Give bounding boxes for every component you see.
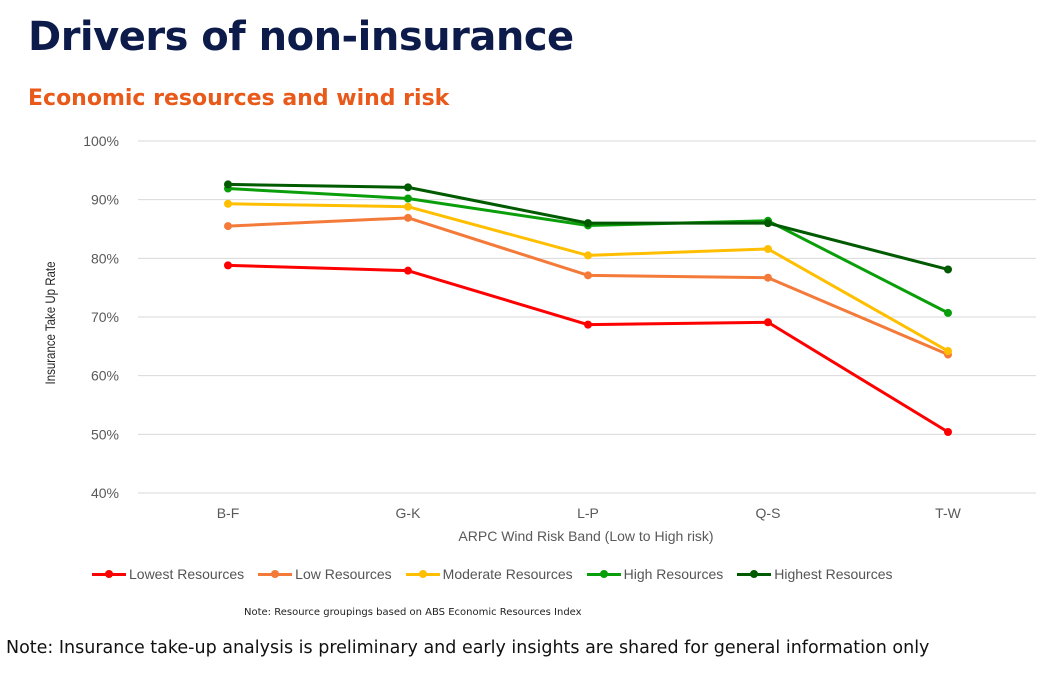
legend-label: High Resources <box>623 566 724 582</box>
series-moderate-resources <box>224 199 952 356</box>
data-point <box>584 251 592 260</box>
data-point <box>404 213 412 222</box>
data-point <box>404 266 412 275</box>
data-point <box>764 318 772 327</box>
y-tick-label: 90% <box>91 192 119 208</box>
series-highest-resources <box>224 180 952 274</box>
x-tick-labels: B-F G-K L-P Q-S T-W <box>217 505 962 521</box>
legend-swatch <box>92 568 126 580</box>
legend-swatch <box>258 568 293 580</box>
legend-item: Lowest Resources <box>92 566 244 582</box>
data-point <box>224 180 232 189</box>
resource-grouping-note: Note: Resource groupings based on ABS Ec… <box>244 607 582 618</box>
data-point <box>764 219 772 228</box>
x-tick-label: T-W <box>935 505 961 521</box>
legend-item: Low Resources <box>258 566 392 582</box>
data-point <box>584 320 592 329</box>
y-tick-labels: 100% 90% 80% 70% 60% 50% 40% <box>83 133 119 501</box>
page-title: Drivers of non-insurance <box>28 14 574 60</box>
legend-item: High Resources <box>586 566 724 582</box>
data-point <box>224 261 232 270</box>
legend-swatch <box>405 568 440 580</box>
data-point <box>584 271 592 280</box>
data-point <box>944 427 952 436</box>
y-axis-label: Insurance Take Up Rate <box>42 262 58 385</box>
x-tick-label: G-K <box>396 505 422 521</box>
x-tick-label: B-F <box>217 505 240 521</box>
data-point <box>404 202 412 211</box>
legend-item: Highest Resources <box>737 566 893 582</box>
y-tick-label: 60% <box>91 368 119 384</box>
legend-label: Highest Resources <box>774 566 893 582</box>
legend-label: Lowest Resources <box>129 566 245 582</box>
series-lines <box>224 180 952 436</box>
x-tick-label: Q-S <box>756 505 781 521</box>
legend-label: Moderate Resources <box>442 566 573 582</box>
y-tick-label: 40% <box>91 485 119 501</box>
x-axis-label: ARPC Wind Risk Band (Low to High risk) <box>458 528 713 544</box>
series-low-resources <box>224 213 952 359</box>
data-point <box>404 183 412 192</box>
data-point <box>224 222 232 231</box>
y-tick-label: 100% <box>83 133 119 149</box>
data-point <box>944 265 952 274</box>
data-point <box>404 194 412 203</box>
data-point <box>764 273 772 282</box>
y-tick-label: 50% <box>91 426 119 442</box>
data-point <box>764 244 772 253</box>
data-point <box>584 219 592 228</box>
disclaimer-note: Note: Insurance take-up analysis is prel… <box>6 638 930 658</box>
data-point <box>944 347 952 356</box>
y-tick-label: 80% <box>91 250 119 266</box>
y-tick-label: 70% <box>91 309 119 325</box>
chart-subtitle: Economic resources and wind risk <box>28 86 450 111</box>
legend-item: Moderate Resources <box>405 566 573 582</box>
series-line <box>227 216 949 356</box>
legend-label: Low Resources <box>295 566 392 582</box>
grid-lines <box>138 140 1036 494</box>
data-point <box>944 308 952 317</box>
x-tick-label: L-P <box>577 505 599 521</box>
series-line <box>227 187 949 315</box>
data-point <box>224 199 232 208</box>
series-lowest-resources <box>224 261 952 436</box>
chart-legend: Lowest Resources Low Resources Moderate Re… <box>92 566 893 582</box>
legend-swatch <box>586 568 621 580</box>
legend-swatch <box>737 568 772 580</box>
